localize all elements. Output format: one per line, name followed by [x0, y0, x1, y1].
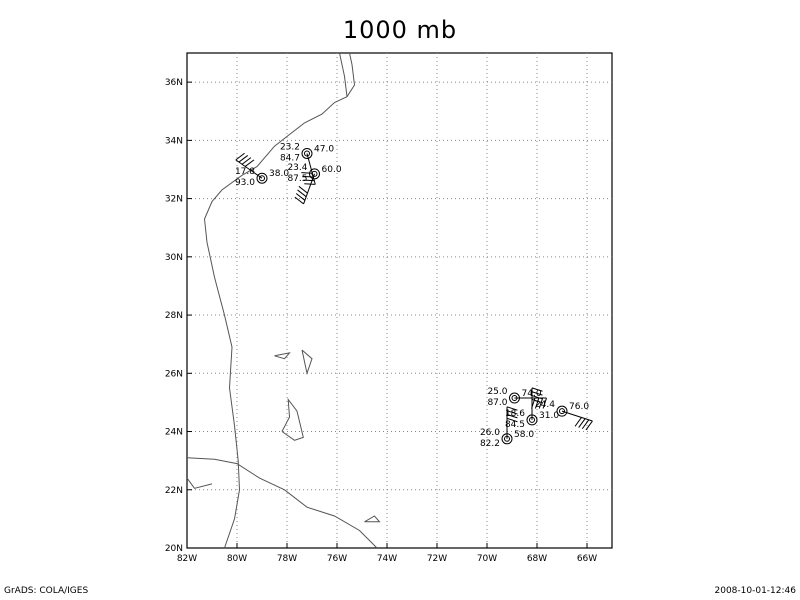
station-wind-direction: 31.0	[539, 411, 559, 421]
station-wind-direction: 38.0	[269, 169, 289, 179]
coastline-segment	[301, 349, 313, 376]
lat-tick-label: 28N	[165, 311, 183, 321]
wind-barb-flag	[241, 157, 252, 165]
wind-barb-staff	[303, 173, 315, 205]
station-wind-direction: 58.0	[514, 430, 534, 440]
station-temperature: 25.0	[487, 387, 507, 397]
station-inner-circle	[559, 408, 565, 415]
station-temperature: 26.0	[480, 428, 500, 438]
wind-barb-flag	[531, 398, 543, 404]
wind-barb-flag	[578, 418, 586, 428]
station-temperature: 17.8	[235, 167, 255, 177]
station-plot: 26.082.2 58.0	[480, 406, 534, 449]
wind-barb-flag	[506, 417, 518, 423]
lon-tick-label: 80W	[227, 554, 247, 564]
wind-barb-flag	[542, 397, 547, 409]
lon-tick-label: 78W	[277, 554, 297, 564]
station-humidity: 84.7	[280, 153, 300, 163]
lon-tick-label: 76W	[327, 554, 347, 564]
station-inner-circle	[311, 170, 318, 177]
station-temperature: 23.2	[280, 142, 300, 152]
wind-barb-flag	[235, 152, 245, 161]
station-inner-circle	[304, 150, 310, 157]
wind-barb-flag	[244, 159, 255, 167]
lat-tick-label: 24N	[165, 428, 183, 438]
station-plot: 23.487.5 60.0	[287, 163, 342, 205]
station-humidity: 93.0	[235, 178, 255, 188]
coastline-segment	[203, 52, 348, 549]
lat-tick-label: 20N	[165, 544, 183, 554]
wind-barb-flag	[581, 419, 590, 430]
lon-tick-label: 72W	[427, 554, 447, 564]
coastline-segment	[364, 515, 381, 523]
wind-barb-flag	[531, 387, 543, 392]
coastline-segment	[186, 457, 378, 549]
wind-barb-flag	[295, 193, 306, 201]
wind-barb-staff	[561, 410, 593, 422]
lat-tick-label: 30N	[165, 253, 183, 263]
lat-tick-label: 22N	[165, 486, 183, 496]
station-temperature: 18.6	[505, 409, 525, 419]
wind-barb-flag	[585, 420, 593, 431]
lon-tick-label: 70W	[477, 554, 497, 564]
lon-tick-label: 82W	[177, 554, 197, 564]
station-circle	[301, 147, 313, 159]
station-wind-direction: 47.0	[314, 144, 334, 154]
wind-barb-flag	[294, 196, 304, 205]
station-circle	[309, 168, 320, 180]
wind-barb-flag	[297, 189, 307, 198]
wind-barb-flag	[574, 417, 582, 427]
wind-barb-flag	[534, 397, 540, 409]
wind-barb-flag	[531, 391, 543, 396]
lon-tick-label: 66W	[577, 554, 597, 564]
station-plot: 17.893.0 38.0	[235, 152, 289, 188]
station-circle	[556, 405, 568, 417]
lat-tick-label: 36N	[165, 78, 183, 88]
wind-barb-flag	[302, 175, 314, 178]
coastline-segment	[346, 52, 356, 97]
lat-tick-label: 34N	[165, 136, 183, 146]
station-plot: 18.684.5 31.0	[505, 387, 559, 430]
station-humidity: 82.2	[480, 439, 500, 449]
coastline-segment	[186, 477, 213, 489]
station-humidity: 87.0	[487, 398, 507, 408]
station-plots: 23.284.7 47.0 23.487.5 60.0 17.893.0 38.0 25.0…	[235, 142, 593, 449]
wind-barb-staff	[235, 159, 263, 179]
station-wind-direction: 60.0	[322, 165, 342, 175]
coastline-segment	[274, 352, 291, 360]
wind-barb-flag	[506, 406, 518, 411]
station-temperature: 23.4	[287, 163, 307, 173]
footer-timestamp: 2008-10-01-12:46	[714, 586, 797, 596]
lon-tick-label: 74W	[377, 554, 397, 564]
station-humidity: 84.5	[505, 420, 525, 430]
wind-barb-flag	[304, 183, 316, 185]
wind-barb-flag	[538, 397, 544, 409]
wind-barb-flag	[531, 395, 543, 400]
graticule	[187, 53, 612, 548]
axis-ticks: 82W 80W 78W 76W 74W 72W 70W 68W 66W 20N 22N 24N 26N 2…	[165, 78, 597, 564]
lat-tick-label: 32N	[165, 195, 183, 205]
coastlines	[186, 52, 381, 549]
station-circle	[256, 172, 268, 184]
wind-barb-flag	[301, 172, 313, 174]
wind-barb-flag	[298, 185, 308, 194]
footer-credit: GrADS: COLA/IGES	[4, 586, 89, 596]
station-plot: 24.4 76.0	[535, 400, 593, 431]
station-inner-circle	[259, 175, 265, 182]
coastline-segment	[281, 397, 304, 441]
station-humidity: 87.5	[287, 174, 307, 184]
map-title: 1000 mb	[342, 16, 458, 44]
lon-tick-label: 68W	[527, 554, 547, 564]
wind-barb-flag	[506, 410, 518, 415]
station-temperature: 24.4	[535, 400, 555, 410]
map-frame	[186, 52, 613, 549]
wind-barb-flag	[506, 414, 518, 419]
station-wind-direction: 76.0	[569, 402, 589, 412]
lat-tick-label: 26N	[165, 369, 183, 379]
wind-barb-flag	[238, 155, 249, 163]
